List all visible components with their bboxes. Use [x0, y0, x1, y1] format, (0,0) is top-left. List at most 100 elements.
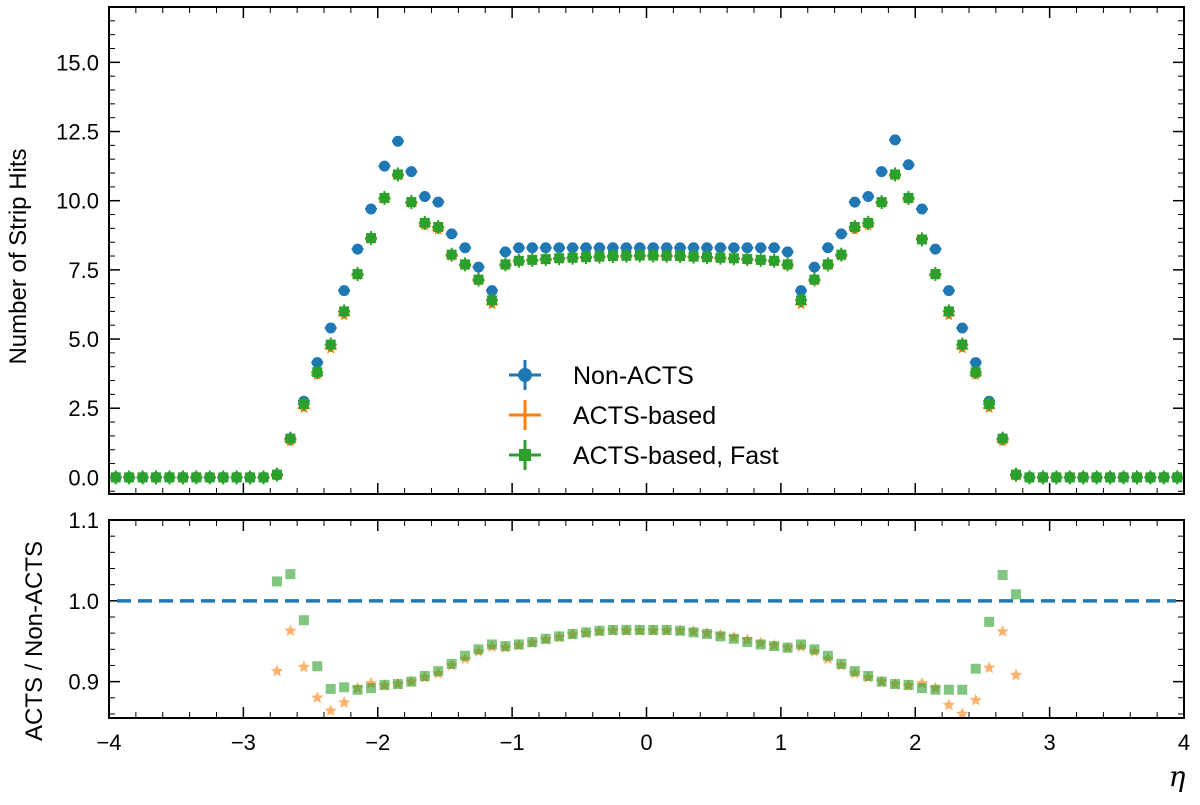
square-marker [567, 628, 578, 639]
square-marker [352, 684, 363, 695]
square-marker [742, 254, 753, 265]
square-marker [1011, 469, 1022, 480]
square-marker [177, 472, 188, 483]
square-marker [245, 472, 256, 483]
circle-marker [513, 242, 525, 254]
circle-marker [782, 246, 794, 258]
legend-item: ACTS-based, Fast [509, 440, 779, 470]
square-marker [1024, 472, 1035, 483]
square-marker [675, 625, 686, 636]
square-marker [581, 252, 592, 263]
circle-marker [768, 242, 780, 254]
star-marker [996, 625, 1009, 637]
square-marker [903, 679, 914, 690]
square-marker [621, 624, 632, 635]
square-marker [701, 252, 712, 263]
square-marker [1158, 472, 1169, 483]
square-marker [957, 684, 968, 695]
circle-marker [956, 322, 968, 334]
square-marker [581, 627, 592, 638]
legend: Non-ACTS ACTS-based ACTS-based, Fast [509, 360, 779, 470]
square-marker [607, 251, 618, 262]
main-plot-frame [108, 6, 1185, 495]
legend-square-marker [519, 449, 531, 461]
circle-marker [620, 242, 632, 254]
circle-marker [311, 357, 323, 369]
x-tick-label: −4 [96, 730, 121, 755]
x-tick-label: 3 [1044, 730, 1056, 755]
square-marker [271, 576, 282, 587]
square-marker [513, 639, 524, 650]
square-marker [473, 644, 484, 655]
y-tick-label: 12.5 [56, 120, 99, 145]
circle-marker [795, 285, 807, 297]
circle-marker [486, 285, 498, 297]
square-marker [124, 472, 135, 483]
square-marker [742, 637, 753, 648]
square-marker [1078, 472, 1089, 483]
x-tick-label: 1 [775, 730, 787, 755]
circle-marker [526, 242, 538, 254]
circle-marker [755, 242, 767, 254]
square-marker [701, 628, 712, 639]
square-marker [500, 641, 511, 652]
y-tick-label: 0.0 [68, 465, 99, 490]
square-marker [796, 639, 807, 650]
square-marker [325, 339, 336, 350]
y-tick-label: 10.0 [56, 189, 99, 214]
star-marker [956, 707, 969, 720]
square-marker [1105, 472, 1116, 483]
square-marker [836, 249, 847, 260]
square-marker [796, 295, 807, 306]
square-marker [164, 472, 175, 483]
circle-marker [835, 228, 847, 240]
square-marker [392, 169, 403, 180]
star-marker [942, 698, 956, 711]
square-marker [285, 569, 296, 580]
circle-marker [970, 357, 982, 369]
square-marker [352, 269, 363, 280]
square-marker [1037, 472, 1048, 483]
square-marker [366, 683, 377, 694]
legend-label: ACTS-based [573, 402, 716, 430]
square-marker [863, 670, 874, 681]
x-tick-label: 4 [1178, 730, 1190, 755]
square-marker [715, 252, 726, 263]
circle-marker [459, 242, 471, 254]
circle-marker [862, 191, 874, 203]
circle-marker [929, 243, 941, 255]
square-marker [460, 259, 471, 270]
square-marker [325, 683, 336, 694]
square-marker [1131, 472, 1142, 483]
square-marker [688, 627, 699, 638]
square-marker [661, 624, 672, 635]
square-marker [1118, 472, 1129, 483]
square-marker [755, 639, 766, 650]
square-marker [876, 676, 887, 687]
square-marker [916, 683, 927, 694]
circle-marker [473, 261, 485, 273]
circle-marker [593, 242, 605, 254]
series-acts-based [109, 169, 1184, 483]
star-marker [337, 696, 351, 708]
square-marker [634, 250, 645, 261]
circle-marker [352, 243, 364, 255]
square-marker [809, 274, 820, 285]
square-marker [648, 624, 659, 635]
square-marker [822, 650, 833, 661]
square-marker [540, 254, 551, 265]
square-marker [809, 644, 820, 655]
ratio-series-acts-based-fast [271, 569, 1022, 695]
square-marker [151, 472, 162, 483]
square-marker [312, 367, 323, 378]
square-marker [567, 252, 578, 263]
star-marker [311, 691, 324, 704]
circle-marker [916, 203, 928, 215]
square-marker [997, 433, 1008, 444]
y-tick-label: 1.1 [68, 508, 99, 533]
square-marker [1145, 472, 1156, 483]
circle-marker [338, 285, 350, 297]
y-tick-label: 7.5 [68, 258, 99, 283]
main-y-axis-label: Number of Strip Hits [5, 148, 32, 364]
